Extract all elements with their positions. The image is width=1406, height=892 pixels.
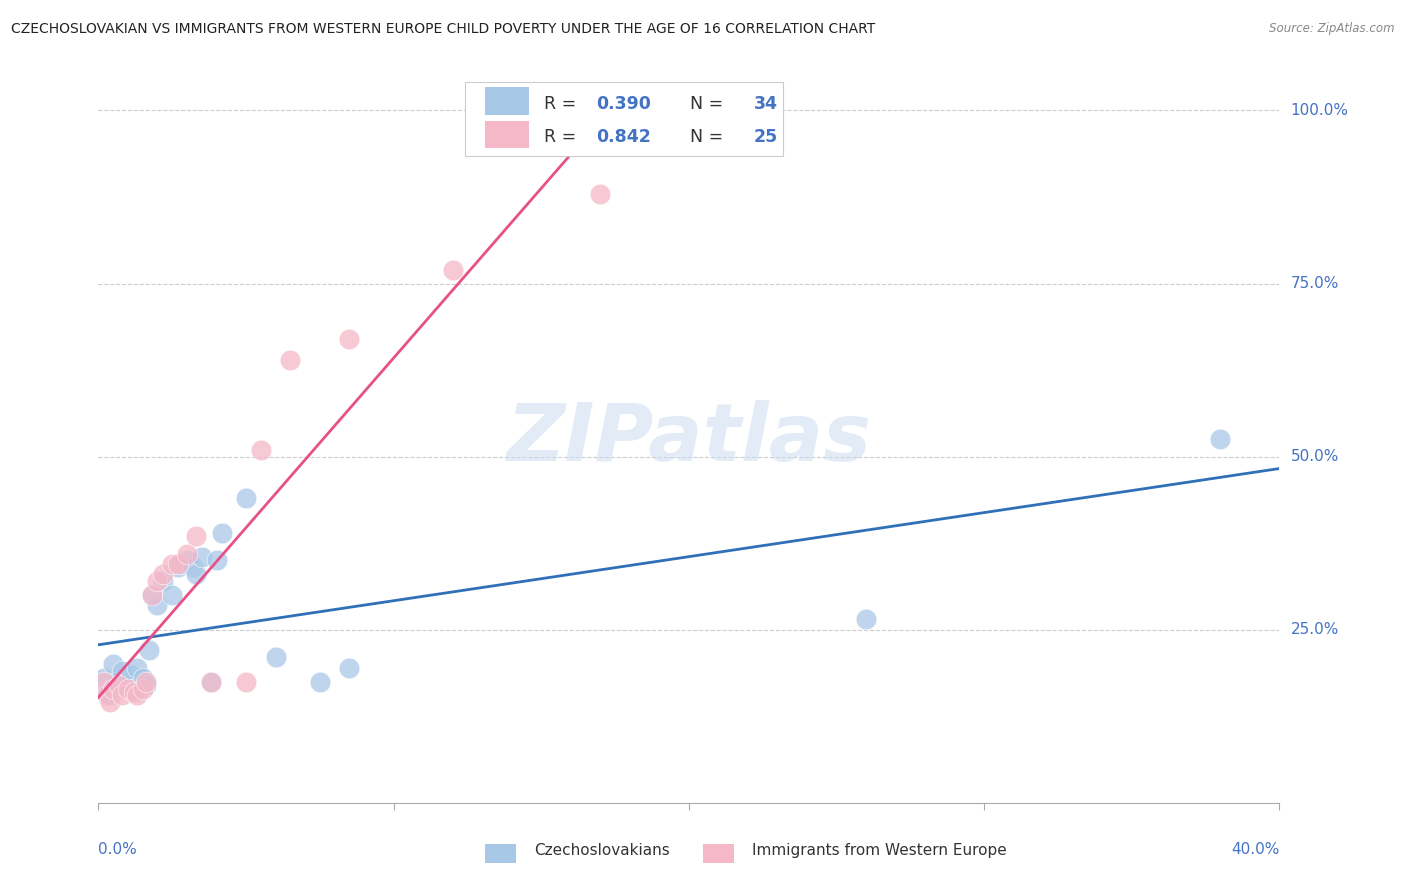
Point — [162, 557, 183, 571]
Text: 0.390: 0.390 — [596, 95, 651, 113]
Text: CZECHOSLOVAKIAN VS IMMIGRANTS FROM WESTERN EUROPE CHILD POVERTY UNDER THE AGE OF: CZECHOSLOVAKIAN VS IMMIGRANTS FROM WESTE… — [11, 22, 876, 37]
Point — [309, 674, 332, 689]
Point — [855, 612, 877, 626]
Point — [211, 525, 233, 540]
Point — [135, 674, 157, 689]
Point — [184, 529, 207, 543]
Point — [1209, 432, 1232, 446]
Point — [132, 671, 155, 685]
Text: 75.0%: 75.0% — [1291, 276, 1339, 291]
Point — [184, 567, 207, 582]
Text: 100.0%: 100.0% — [1291, 103, 1348, 118]
Text: R =: R = — [544, 128, 582, 146]
Point — [125, 689, 148, 703]
Text: ZIPatlas: ZIPatlas — [506, 401, 872, 478]
Point — [200, 674, 222, 689]
Point — [250, 442, 273, 457]
Point — [170, 557, 193, 571]
FancyBboxPatch shape — [485, 120, 530, 148]
Point — [152, 574, 174, 589]
Point — [111, 665, 134, 679]
Point — [120, 667, 142, 681]
Text: 40.0%: 40.0% — [1232, 842, 1279, 856]
Point — [339, 332, 361, 346]
Text: Czechoslovakians: Czechoslovakians — [534, 844, 671, 858]
Text: R =: R = — [544, 95, 582, 113]
Point — [167, 560, 190, 574]
Text: Immigrants from Western Europe: Immigrants from Western Europe — [752, 844, 1007, 858]
Point — [98, 689, 121, 703]
Point — [132, 681, 155, 696]
Point — [264, 650, 287, 665]
Point — [191, 549, 214, 564]
Point — [141, 588, 163, 602]
Text: N =: N = — [679, 128, 730, 146]
Point — [96, 685, 118, 699]
Text: 34: 34 — [754, 95, 778, 113]
Text: 25.0%: 25.0% — [1291, 623, 1339, 637]
Point — [117, 674, 139, 689]
Text: Source: ZipAtlas.com: Source: ZipAtlas.com — [1270, 22, 1395, 36]
Point — [111, 689, 134, 703]
Point — [176, 553, 198, 567]
Point — [98, 695, 121, 709]
Point — [117, 681, 139, 696]
Point — [125, 661, 148, 675]
Point — [122, 685, 145, 699]
Point — [93, 671, 115, 685]
Point — [122, 681, 145, 696]
Text: 0.0%: 0.0% — [98, 842, 138, 856]
Text: 25: 25 — [754, 128, 778, 146]
Point — [105, 674, 128, 689]
Point — [146, 574, 169, 589]
Point — [162, 588, 183, 602]
Point — [103, 657, 125, 672]
Point — [108, 678, 131, 692]
Point — [167, 557, 190, 571]
Point — [138, 643, 160, 657]
Point — [235, 491, 257, 505]
Text: 0.842: 0.842 — [596, 128, 651, 146]
Point — [141, 588, 163, 602]
Point — [339, 661, 361, 675]
Point — [181, 560, 204, 574]
Point — [108, 681, 131, 696]
Text: N =: N = — [679, 95, 730, 113]
Point — [114, 678, 136, 692]
Point — [235, 674, 257, 689]
Point — [176, 547, 198, 561]
Point — [103, 681, 125, 696]
Point — [441, 262, 464, 277]
Point — [135, 678, 157, 692]
FancyBboxPatch shape — [464, 82, 783, 156]
Point — [280, 352, 302, 367]
Point — [96, 689, 118, 703]
Point — [589, 186, 612, 201]
Point — [146, 599, 169, 613]
Text: 50.0%: 50.0% — [1291, 449, 1339, 464]
Point — [93, 674, 115, 689]
Point — [152, 567, 174, 582]
Point — [200, 674, 222, 689]
FancyBboxPatch shape — [485, 87, 530, 115]
Point — [205, 553, 228, 567]
